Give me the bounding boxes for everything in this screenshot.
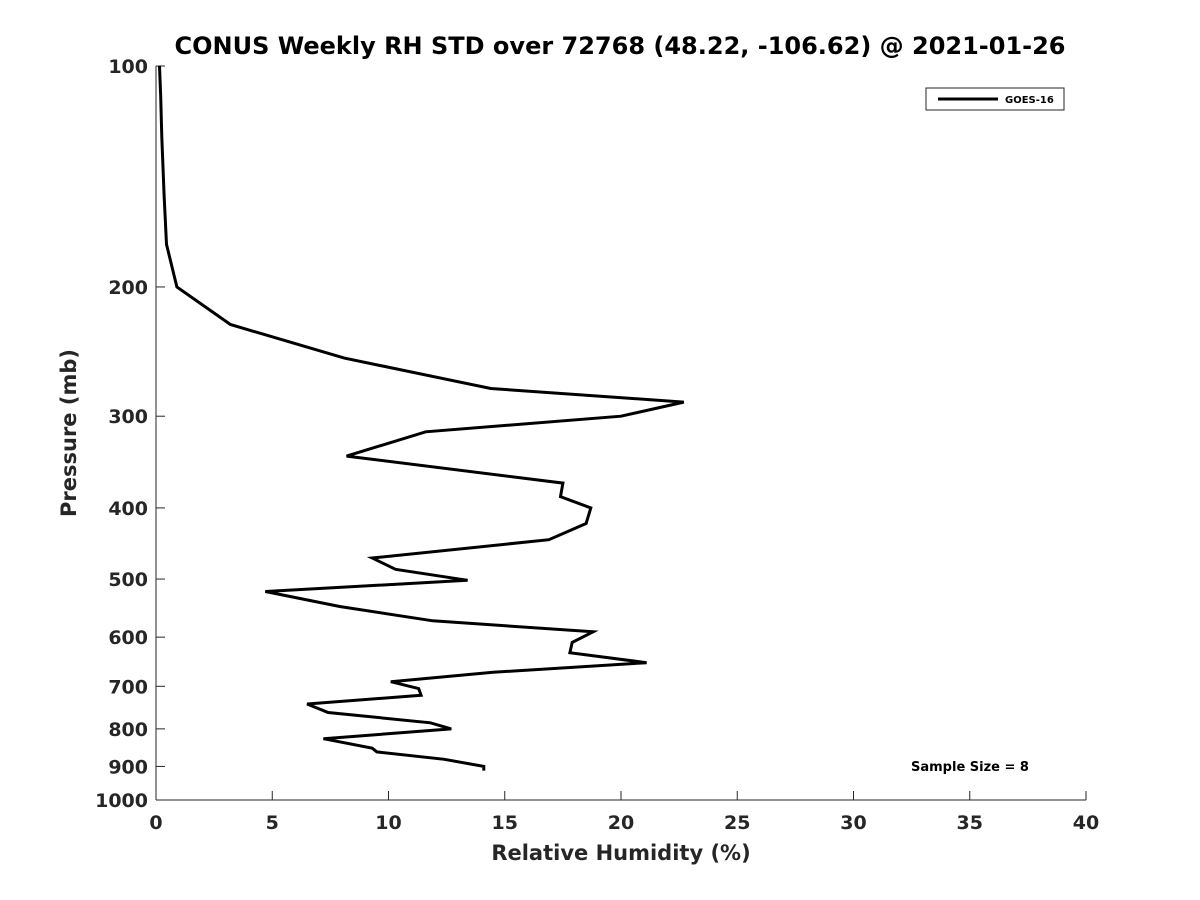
series-lines [158,65,685,771]
x-tick-label: 30 [840,812,866,834]
x-tick-label: 0 [149,812,162,834]
y-tick-label: 200 [108,277,148,299]
y-tick-label: 400 [108,498,148,520]
y-ticks: 100 200 300 400 500 600 700 800 900 1000 [95,56,165,812]
x-axis-label: Relative Humidity (%) [491,841,750,865]
y-tick-label: 500 [108,569,148,591]
y-tick-label: 600 [108,627,148,649]
x-tick-label: 10 [375,812,401,834]
legend-label: GOES-16 [1005,95,1054,106]
y-tick-label: 900 [108,756,148,778]
x-tick-label: 15 [492,812,518,834]
sample-size-annotation: Sample Size = 8 [911,760,1029,775]
y-tick-label: 800 [108,719,148,741]
y-tick-label: 300 [108,406,148,428]
x-tick-label: 25 [724,812,750,834]
y-tick-label: 1000 [95,790,148,812]
x-ticks: 0 5 10 15 20 25 30 35 40 [149,791,1099,834]
x-tick-label: 20 [608,812,634,834]
chart-title: CONUS Weekly RH STD over 72768 (48.22, -… [174,32,1065,60]
y-tick-label: 100 [108,56,148,78]
axes [155,66,1086,801]
series-line-0 [158,65,685,771]
x-tick-label: 35 [957,812,983,834]
y-axis-label: Pressure (mb) [57,349,81,517]
x-tick-label: 40 [1073,812,1099,834]
y-tick-label: 700 [108,676,148,698]
x-tick-label: 5 [266,812,279,834]
legend[interactable]: GOES-16 [925,87,1065,111]
